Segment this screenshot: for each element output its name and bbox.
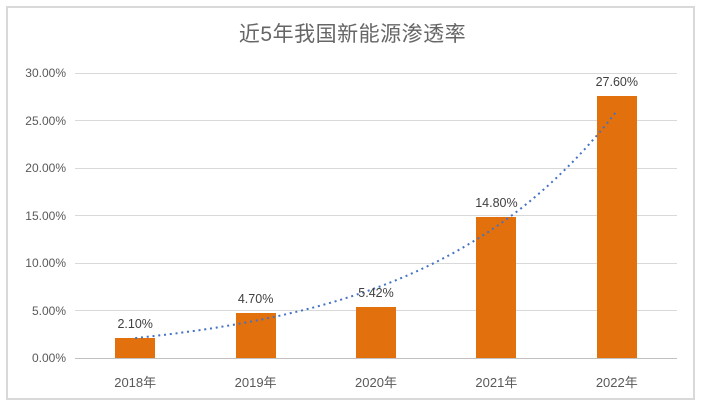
x-tick-label: 2020年 [355, 375, 397, 390]
bar-value-label: 5.42% [358, 285, 394, 300]
bar-value-label: 2.10% [117, 317, 153, 332]
bar-value-label: 4.70% [237, 292, 274, 307]
y-tick-label: 15.00% [25, 208, 66, 223]
bar [476, 217, 517, 358]
bar [115, 338, 156, 358]
bar [596, 95, 637, 358]
bar [356, 306, 396, 358]
chart-title: 近5年我国新能源渗透率 [238, 23, 467, 46]
bar-value-label: 14.80% [475, 196, 518, 211]
gridline [75, 167, 677, 169]
y-axis: 0.00% 5.00% 10.00% 15.00% 20.00% 25.00% 30.00% [0, 0, 66, 410]
gridline [75, 357, 677, 359]
plot-area [75, 72, 677, 359]
x-tick-label: 2022年 [595, 375, 638, 390]
bar [235, 313, 276, 358]
gridline [75, 215, 677, 216]
chart-border-frame [6, 6, 695, 400]
y-tick-label: 30.00% [25, 66, 66, 80]
trendline-path [135, 110, 618, 340]
y-tick-label: 10.00% [25, 256, 66, 270]
y-tick-label: 20.00% [25, 161, 66, 175]
y-tick-label: 25.00% [25, 113, 66, 128]
gridline [75, 120, 677, 121]
gridline [75, 72, 677, 74]
y-tick-label: 0.00% [31, 351, 66, 365]
y-tick-label: 5.00% [31, 303, 66, 318]
gridline [75, 262, 677, 264]
x-tick-label: 2021年 [475, 375, 518, 390]
x-tick-label: 2018年 [114, 375, 157, 390]
bar-value-label: 27.60% [595, 74, 638, 89]
x-tick-label: 2019年 [234, 375, 277, 390]
